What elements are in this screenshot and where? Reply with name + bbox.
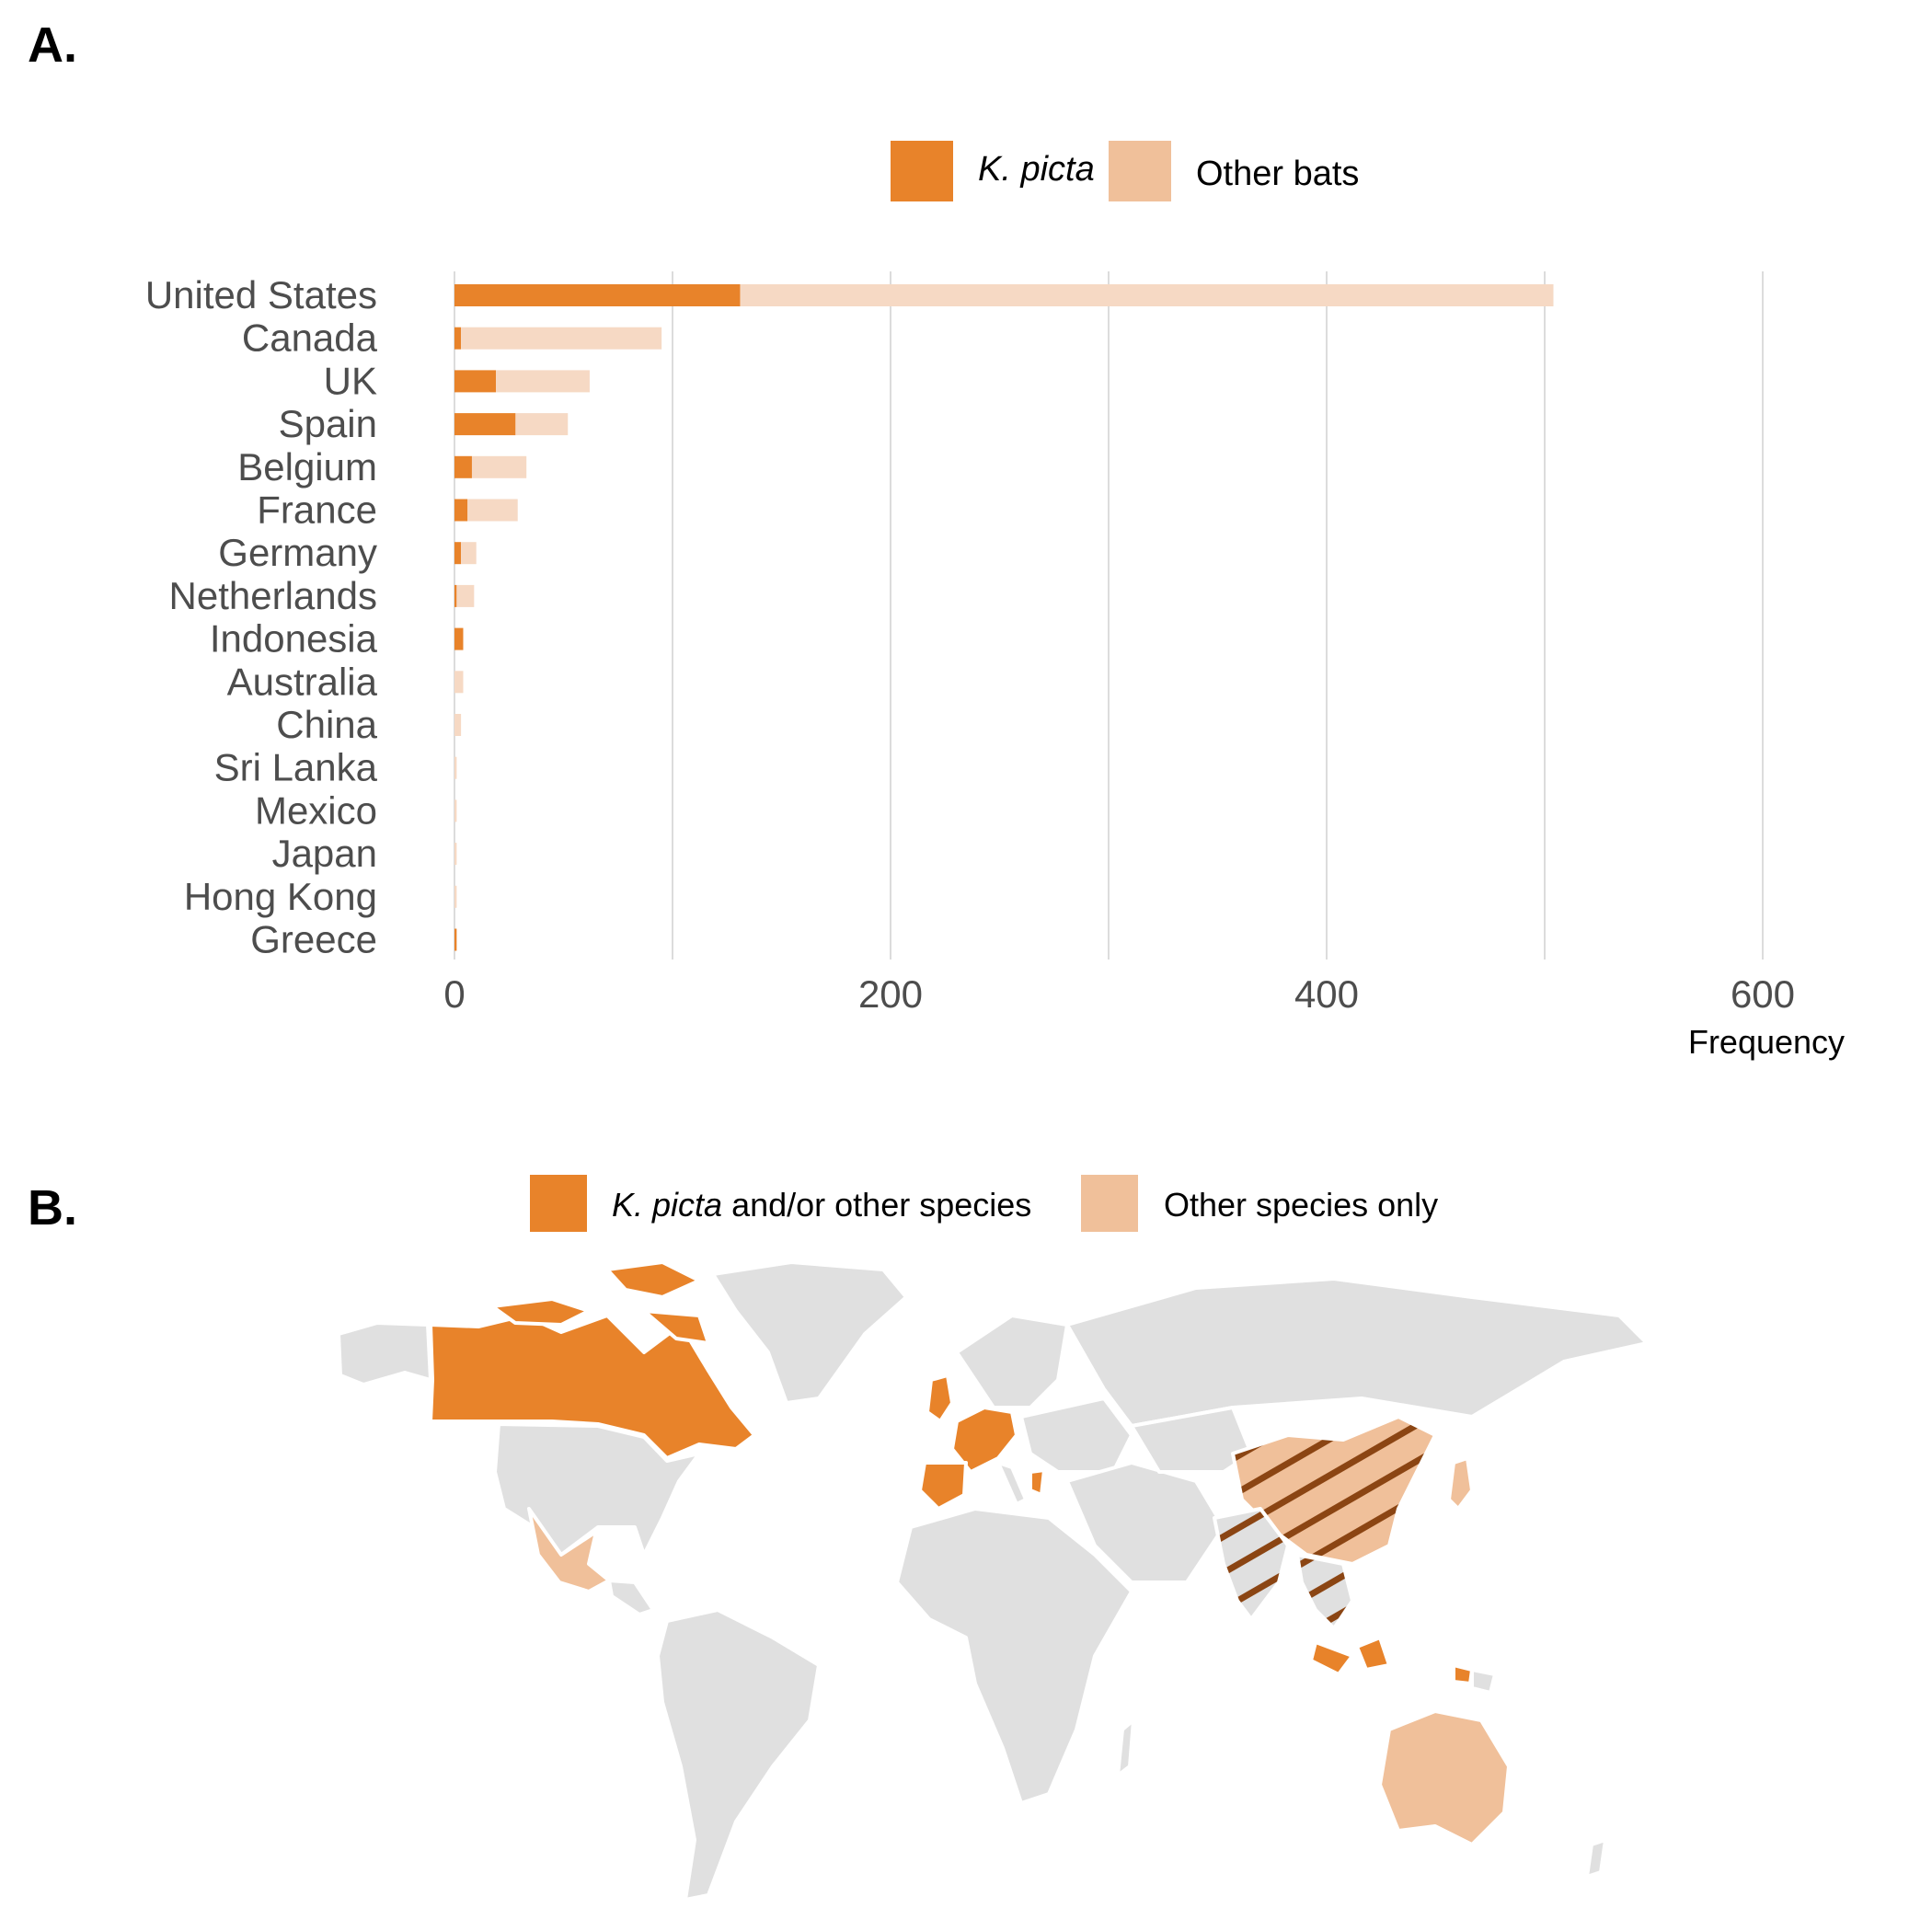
- y-tick-label: Netherlands: [169, 574, 377, 617]
- region-indonesia-3: [1452, 1663, 1474, 1685]
- region-middle-east: [1065, 1461, 1225, 1584]
- region-china: [1231, 1415, 1437, 1566]
- region-western-europe: [950, 1406, 1018, 1474]
- bar-other-bats: [515, 413, 569, 436]
- region-mexico: [527, 1507, 611, 1593]
- region-uk: [926, 1374, 954, 1423]
- bar-other-bats: [454, 671, 464, 694]
- bar-chart: K. picta Other bats United StatesCanadaU…: [145, 141, 1845, 1061]
- map-land: [337, 1260, 1649, 1902]
- y-tick-label: Greece: [250, 918, 377, 961]
- bar-other-bats: [471, 455, 527, 478]
- y-tick-label: China: [276, 703, 377, 746]
- legend-label-other-bats: Other bats: [1196, 155, 1359, 193]
- x-tick-label: 200: [858, 972, 923, 1016]
- region-canada-arctic: [490, 1260, 710, 1345]
- y-tick-label: United States: [145, 273, 377, 316]
- chart-grid: [454, 271, 1764, 960]
- bar-other-bats: [454, 843, 457, 866]
- x-tick-label: 400: [1294, 972, 1359, 1016]
- region-europe-north: [955, 1314, 1069, 1409]
- region-madagascar: [1116, 1718, 1135, 1777]
- chart-bars: [454, 284, 1554, 951]
- region-australia: [1378, 1709, 1511, 1846]
- bar-kpicta: [454, 327, 462, 350]
- bar-other-bats: [454, 714, 462, 736]
- y-tick-label: Hong Kong: [184, 875, 377, 918]
- legend-swatch-other-bats: [1109, 141, 1171, 201]
- bar-other-bats: [456, 584, 475, 607]
- map-legend-label-kpicta: and/or other species: [722, 1186, 1031, 1224]
- bar-kpicta: [454, 455, 472, 478]
- y-tick-label: Mexico: [255, 788, 377, 832]
- x-tick-label: 600: [1731, 972, 1795, 1016]
- region-central-asia: [1130, 1406, 1253, 1474]
- region-spain: [918, 1461, 968, 1511]
- bar-other-bats: [461, 327, 662, 350]
- panel-label-a: A.: [28, 17, 77, 73]
- x-tick-label: 0: [443, 972, 465, 1016]
- map-legend-swatch-other: [1081, 1175, 1138, 1232]
- map-legend: K. picta and/or other species Other spec…: [530, 1175, 1438, 1232]
- region-se-asia: [1295, 1553, 1354, 1630]
- bar-other-bats: [740, 284, 1554, 306]
- y-tick-label: Germany: [218, 531, 377, 574]
- map-legend-swatch-kpicta: [530, 1175, 587, 1232]
- y-tick-label: Japan: [272, 832, 377, 875]
- bar-kpicta: [454, 370, 497, 393]
- region-italy: [996, 1461, 1028, 1506]
- region-indonesia-1: [1309, 1640, 1354, 1676]
- y-tick-label: France: [257, 488, 377, 532]
- region-greece: [1029, 1468, 1046, 1497]
- x-axis-title: Frequency: [1688, 1023, 1845, 1061]
- y-tick-label: Spain: [279, 402, 377, 445]
- bar-kpicta: [454, 627, 464, 650]
- region-greenland: [711, 1260, 908, 1405]
- region-europe-east: [1019, 1397, 1133, 1474]
- legend-swatch-kpicta: [891, 141, 953, 201]
- bar-kpicta: [454, 284, 741, 306]
- bar-other-bats: [454, 756, 457, 779]
- bar-kpicta: [454, 584, 457, 607]
- y-tick-label: UK: [324, 359, 377, 402]
- bar-kpicta: [454, 499, 468, 522]
- bar-other-bats: [454, 885, 457, 908]
- bar-other-bats: [496, 370, 590, 393]
- y-tick-label: Belgium: [237, 445, 377, 488]
- bar-kpicta: [454, 413, 516, 436]
- bar-other-bats: [461, 542, 477, 565]
- region-india: [1213, 1507, 1290, 1621]
- region-indonesia-2: [1355, 1636, 1391, 1672]
- region-south-america: [656, 1608, 821, 1902]
- y-tick-label: Australia: [227, 660, 378, 703]
- map-legend-italic: K. picta: [612, 1186, 722, 1224]
- region-alaska: [337, 1321, 432, 1386]
- bar-kpicta: [454, 928, 457, 951]
- region-russia: [1065, 1277, 1649, 1428]
- map-legend-label-other: Other species only: [1164, 1186, 1438, 1224]
- legend-label-kpicta: K. picta: [978, 150, 1095, 189]
- x-axis-labels: 0 200 400 600: [443, 972, 1795, 1016]
- y-axis-labels: United StatesCanadaUKSpainBelgiumFranceG…: [145, 273, 378, 961]
- y-tick-label: Indonesia: [210, 617, 378, 661]
- bar-other-bats: [467, 499, 518, 522]
- region-new-zealand: [1585, 1838, 1607, 1879]
- region-usa: [493, 1422, 701, 1557]
- bar-kpicta: [454, 542, 462, 565]
- region-central-america: [607, 1579, 655, 1616]
- y-tick-label: Sri Lanka: [214, 746, 378, 789]
- bar-other-bats: [454, 799, 457, 822]
- region-japan: [1447, 1456, 1474, 1511]
- region-png: [1470, 1668, 1497, 1695]
- chart-legend: K. picta Other bats: [891, 141, 1359, 201]
- y-tick-label: Canada: [242, 316, 378, 360]
- svg-text:K. picta and/or other species: K. picta and/or other species: [612, 1186, 1031, 1224]
- region-africa: [895, 1507, 1133, 1805]
- panel-label-b: B.: [28, 1180, 77, 1236]
- region-canada: [429, 1314, 756, 1460]
